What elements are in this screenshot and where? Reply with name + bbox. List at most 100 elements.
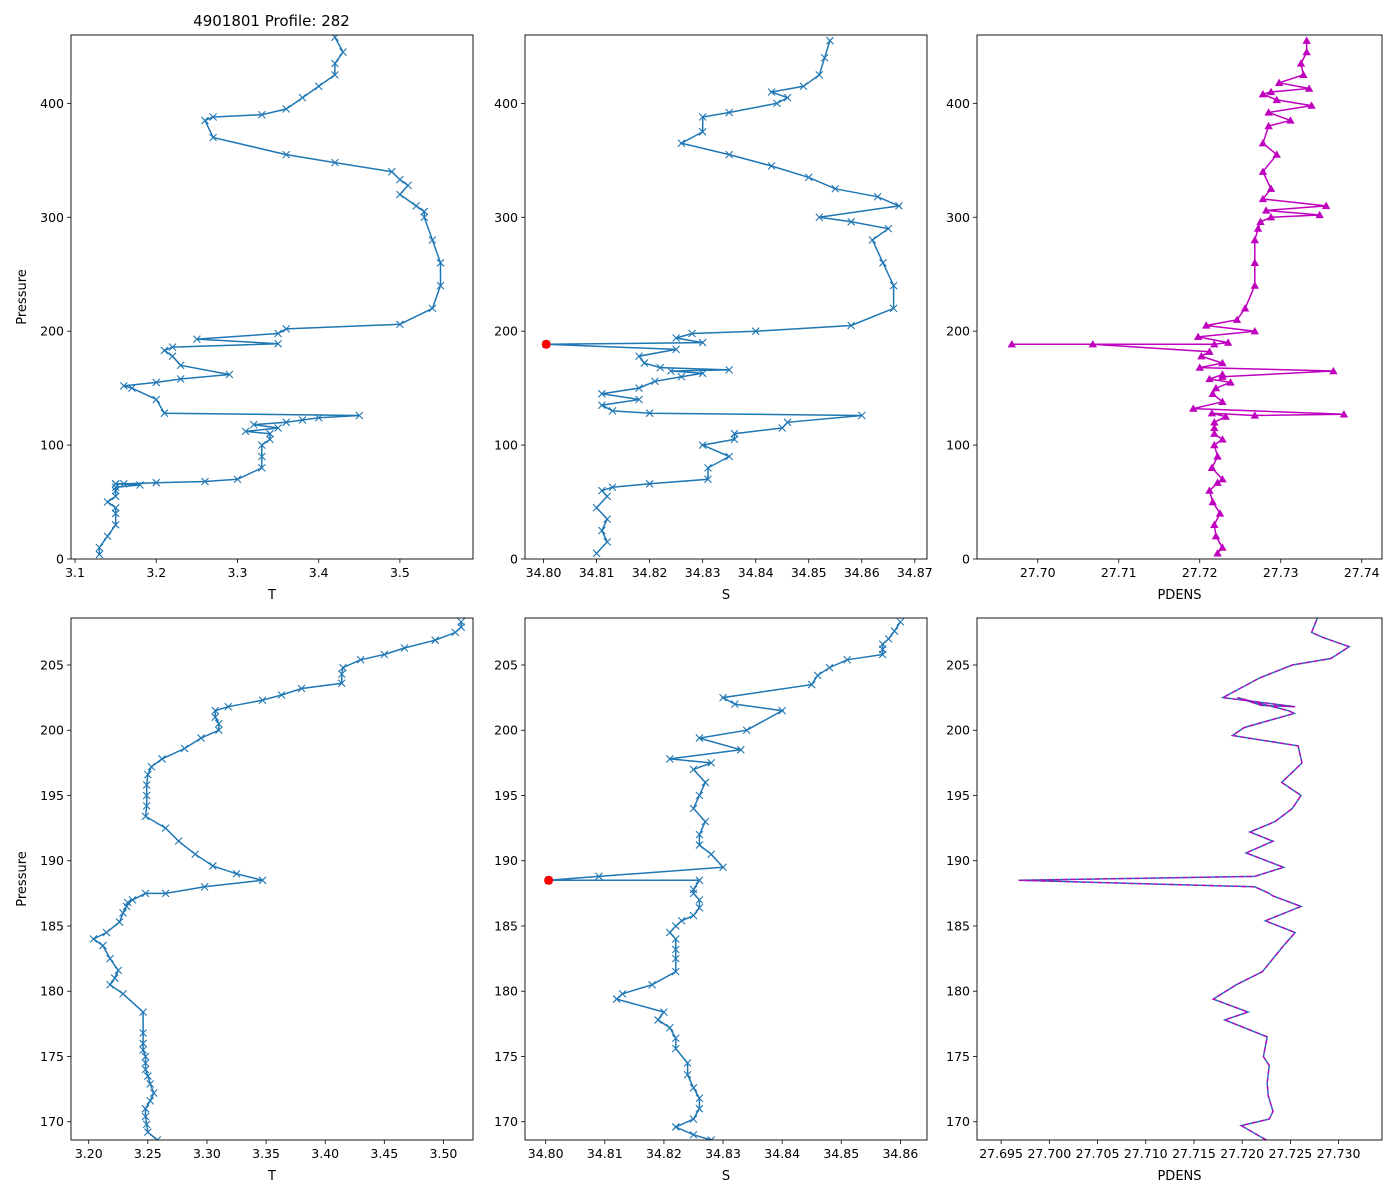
data-point-marker — [241, 427, 250, 436]
data-point-marker — [1218, 435, 1227, 443]
data-point-marker — [807, 680, 816, 689]
y-tick-label: 170 — [40, 1114, 64, 1129]
flagged-point — [544, 875, 554, 885]
y-tick-label: 200 — [946, 324, 970, 339]
y-tick-label: 185 — [494, 918, 518, 933]
data-point-marker — [730, 700, 739, 709]
data-point-marker — [141, 812, 150, 821]
data-point-marker — [677, 916, 686, 925]
data-point-marker — [698, 338, 707, 347]
data-point-marker — [111, 509, 120, 518]
y-tick-label: 195 — [946, 788, 970, 803]
data-point-marker — [214, 726, 223, 735]
data-point-marker — [214, 719, 223, 728]
data-point-marker — [266, 435, 274, 444]
x-tick-label: 34.86 — [844, 565, 880, 580]
data-point-marker — [725, 366, 734, 374]
y-tick-label: 100 — [40, 438, 64, 453]
y-tick-label: 400 — [946, 96, 970, 111]
chart-panel-bottom-right: 27.695 27.700 27.705 27.710 27.715 27.720 27.7… — [946, 617, 1383, 1184]
data-point-marker — [665, 928, 674, 937]
data-point-marker — [1205, 347, 1214, 355]
data-point-marker — [1207, 463, 1217, 472]
data-point-marker — [396, 190, 404, 199]
data-point-marker — [111, 520, 120, 529]
data-point-marker — [142, 781, 151, 789]
y-tick-label: 190 — [494, 853, 518, 868]
y-tick-label: 175 — [40, 1049, 64, 1064]
data-point-marker — [1250, 281, 1260, 289]
data-point-marker — [1226, 378, 1235, 386]
data-point-marker — [1210, 423, 1219, 432]
data-point-marker — [1258, 194, 1268, 203]
data-point-marker — [147, 762, 156, 771]
data-point-marker — [1272, 95, 1281, 104]
data-point-marker — [153, 1136, 162, 1140]
data-point-marker — [603, 515, 612, 524]
data-point-marker — [111, 486, 120, 495]
data-point-marker — [396, 175, 404, 184]
x-tick-label: 27.72 — [1182, 565, 1218, 580]
x-tick-label: 3.45 — [370, 1146, 398, 1161]
data-point-marker — [106, 980, 114, 989]
axes-frame — [976, 617, 1383, 1141]
data-point-marker — [119, 479, 128, 488]
x-tick-label: 27.720 — [1220, 1146, 1264, 1161]
data-point-marker — [677, 139, 686, 148]
data-point-marker — [1299, 70, 1308, 79]
data-point-marker — [725, 452, 734, 461]
data-point-marker — [457, 618, 466, 626]
data-point-marker — [598, 486, 606, 495]
data-point-marker — [1210, 429, 1219, 437]
data-point-marker — [225, 370, 234, 379]
data-point-marker — [695, 1104, 704, 1113]
data-point-marker — [799, 82, 808, 91]
data-point-marker — [707, 850, 716, 859]
data-point-marker — [387, 167, 396, 176]
data-point-marker — [736, 745, 745, 754]
x-tick-label: 27.70 — [1020, 565, 1056, 580]
data-point-marker — [211, 713, 220, 722]
series-group — [1018, 618, 1351, 1140]
data-point-marker — [197, 734, 205, 742]
data-point-marker — [1266, 184, 1276, 192]
data-point-marker — [1274, 78, 1284, 86]
data-point-marker — [1250, 326, 1260, 335]
data-point-marker — [608, 407, 617, 415]
data-point-marker — [618, 989, 627, 998]
data-point-marker — [598, 389, 606, 398]
data-point-marker — [873, 192, 882, 201]
data-point-marker — [666, 367, 675, 375]
x-axis-label: T — [267, 588, 276, 603]
data-point-marker — [420, 213, 429, 222]
y-tick-label: 205 — [946, 657, 970, 672]
data-point-marker — [698, 113, 707, 121]
data-point-marker — [645, 409, 654, 418]
data-point-marker — [689, 1115, 698, 1124]
series-line-dashed — [1018, 618, 1351, 1140]
y-tick-label: 100 — [494, 438, 518, 453]
x-tick-label: 34.87 — [897, 565, 933, 580]
y-tick-label: 190 — [946, 853, 970, 868]
data-point-marker — [258, 696, 267, 705]
data-point-marker — [767, 88, 776, 96]
data-point-marker — [884, 224, 893, 233]
data-point-marker — [1207, 408, 1217, 417]
data-point-marker — [1205, 486, 1214, 494]
x-tick-label: 27.71 — [1101, 565, 1137, 580]
y-tick-label: 200 — [40, 723, 64, 738]
data-point-marker — [1189, 404, 1198, 412]
data-point-marker — [695, 830, 704, 839]
y-tick-label: 180 — [40, 984, 64, 999]
data-point-marker — [282, 105, 291, 113]
x-tick-label: 3.40 — [311, 1146, 339, 1161]
data-point-marker — [820, 53, 829, 62]
data-point-marker — [99, 941, 107, 950]
data-point-marker — [695, 876, 704, 885]
x-tick-label: 3.35 — [252, 1146, 280, 1161]
data-point-marker — [436, 281, 445, 290]
data-point-marker — [141, 1112, 150, 1121]
series-line — [1018, 618, 1351, 1140]
axes-frame — [524, 34, 928, 560]
data-point-marker — [119, 909, 127, 917]
